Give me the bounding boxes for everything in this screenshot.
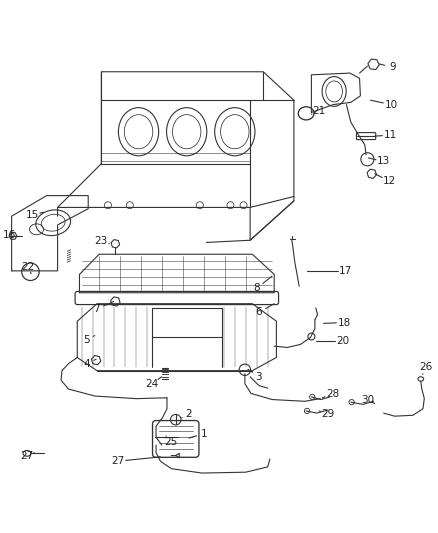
Text: 6: 6 xyxy=(255,308,261,318)
Text: 15: 15 xyxy=(25,210,39,220)
Text: 25: 25 xyxy=(163,438,177,447)
Text: 23: 23 xyxy=(95,236,108,246)
Text: 29: 29 xyxy=(321,409,334,419)
Text: 27: 27 xyxy=(20,450,33,461)
Text: 4: 4 xyxy=(83,359,90,369)
Text: 3: 3 xyxy=(255,372,261,382)
Text: 2: 2 xyxy=(185,409,192,419)
Text: 16: 16 xyxy=(3,230,16,240)
Text: 13: 13 xyxy=(376,157,389,166)
Text: 10: 10 xyxy=(384,100,397,110)
Text: 27: 27 xyxy=(111,456,124,466)
Text: 7: 7 xyxy=(92,304,99,314)
Text: 9: 9 xyxy=(388,62,395,72)
Text: 22: 22 xyxy=(21,262,34,271)
Text: 17: 17 xyxy=(338,266,351,276)
Text: 1: 1 xyxy=(201,429,207,439)
Text: 18: 18 xyxy=(337,318,350,327)
Text: 28: 28 xyxy=(325,389,338,399)
Text: 5: 5 xyxy=(82,335,89,344)
Text: 12: 12 xyxy=(382,176,395,186)
Text: 8: 8 xyxy=(253,284,259,293)
Text: 24: 24 xyxy=(145,379,158,389)
Text: 30: 30 xyxy=(360,395,373,405)
Text: 26: 26 xyxy=(418,362,432,372)
Text: 11: 11 xyxy=(383,130,396,140)
Text: 21: 21 xyxy=(312,106,325,116)
Text: 20: 20 xyxy=(336,336,349,346)
